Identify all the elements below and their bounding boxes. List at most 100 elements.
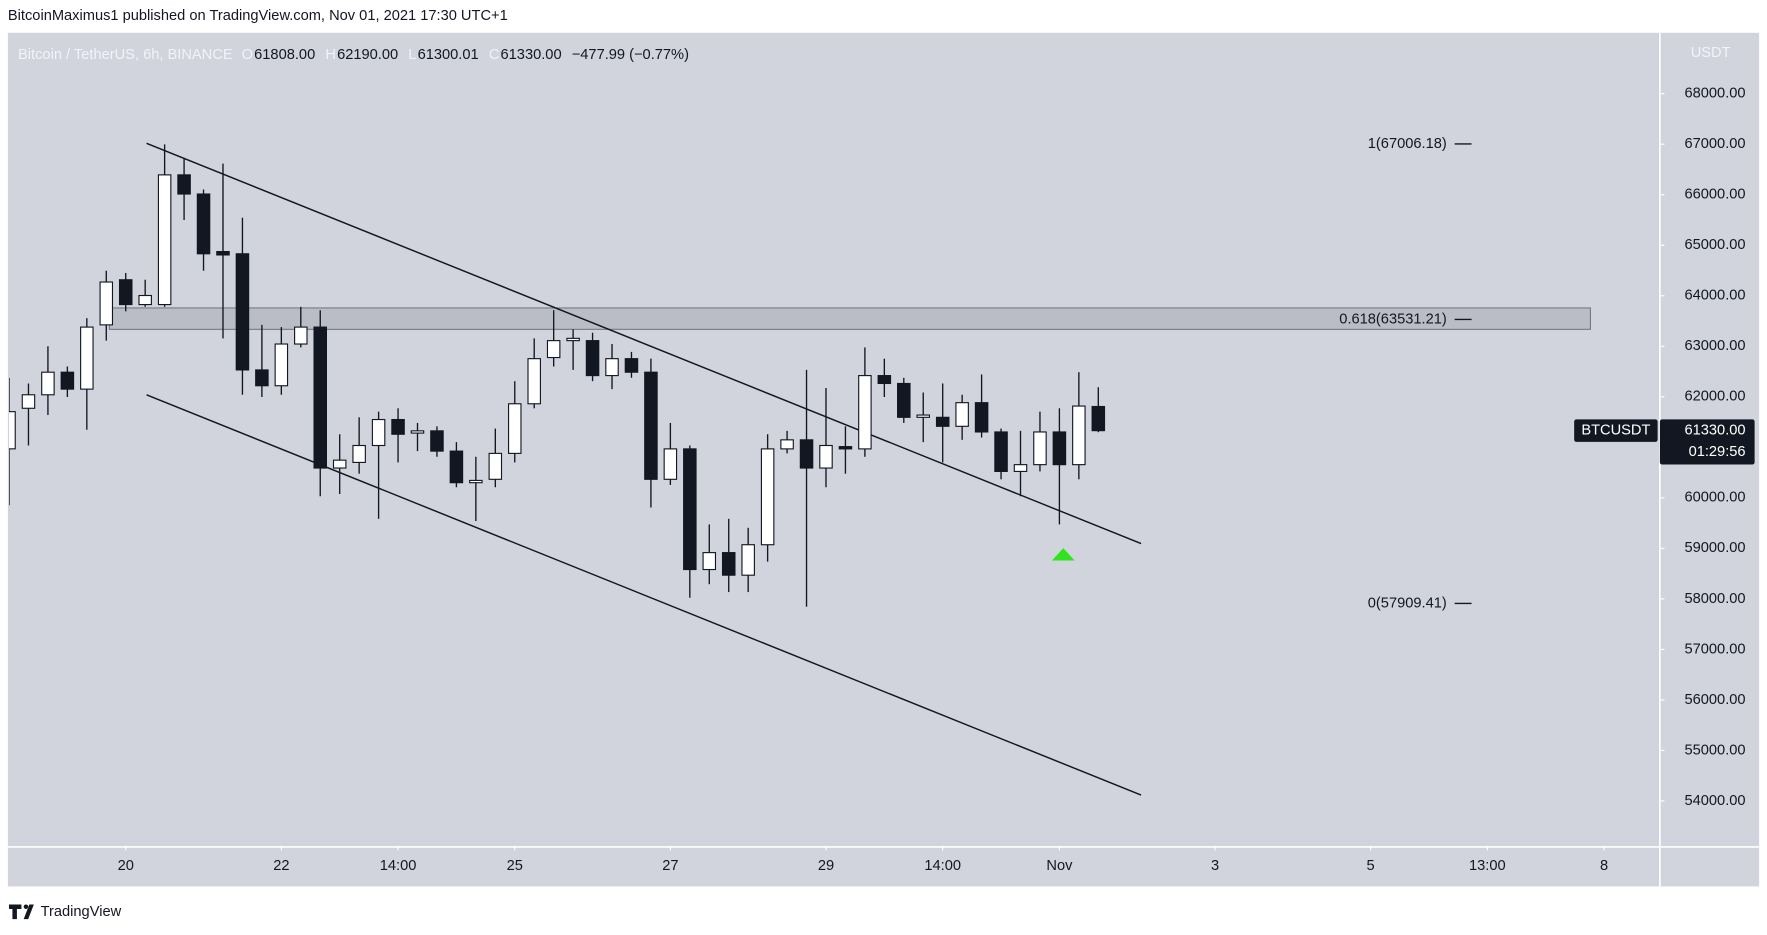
candle-body [1052,431,1067,466]
legend-value: 61330.00 [501,47,562,63]
candle-body [9,411,16,450]
signal-marker [1052,548,1075,561]
symbol-label: BTCUSDT [1581,423,1650,439]
x-tick-label: 22 [273,858,289,874]
candle-body [332,459,347,469]
x-tick-label: 13:00 [1469,858,1506,874]
legend-value: 61300.01 [418,47,479,63]
candle-body [799,439,814,469]
x-tick-label: 20 [118,858,134,874]
candle-body [294,326,308,345]
x-tick-label: 14:00 [380,858,417,874]
candle-body [138,294,152,306]
candle-body [916,414,931,418]
candle-body [371,418,386,447]
candle-body [274,343,289,387]
candle-body [216,250,230,256]
y-tick-label: 62000.00 [1684,389,1745,405]
candle-body [624,358,639,373]
legend-change: −477.99 (−0.77%) [572,47,689,63]
candle-body [780,439,794,450]
candle-body [1013,464,1028,472]
candle-body [21,394,36,409]
candle-body [118,279,133,306]
candle-body [80,326,94,390]
candle-body [721,552,736,576]
candle-body [897,382,911,418]
candle-body [99,281,114,326]
fib-label: 1(67006.18) [1368,136,1447,152]
candle-body [566,337,580,342]
candle-body [469,479,483,484]
candle-body [41,371,55,396]
chart-bg [7,32,1760,887]
y-tick-label: 68000.00 [1684,86,1745,102]
y-tick-label: 64000.00 [1684,288,1745,304]
y-tick-label: 60000.00 [1684,490,1745,506]
logo-dot [23,904,29,909]
y-tick-label: 57000.00 [1684,641,1745,657]
candle-body [935,416,950,427]
legend-value: 61808.00 [254,47,315,63]
legend-key: L [408,47,416,63]
plot-area [9,142,1591,796]
candle-body [994,431,1008,472]
candle-body [955,402,969,427]
countdown-label: 01:29:56 [1689,444,1746,460]
candle-body [838,446,853,450]
y-tick-label: 66000.00 [1684,187,1745,203]
candle-body [527,358,541,405]
candle-body [585,340,600,377]
candle-body [430,430,444,452]
y-tick-label: 56000.00 [1684,692,1745,708]
y-tick-label: 59000.00 [1684,540,1745,556]
candle-body [449,450,464,484]
candle-body [488,452,503,480]
candle-body [1072,405,1086,466]
candle-body [391,418,405,435]
candle-body [196,193,211,255]
y-tick-label: 63000.00 [1684,338,1745,354]
candle-body [255,369,269,387]
candle-body [663,448,678,480]
candle-body [683,448,697,571]
price-box [1659,419,1755,465]
price-label: 61330.00 [1684,423,1745,439]
symbol-box [1574,419,1658,442]
legend-value: 62190.00 [337,47,398,63]
legend-key: O [242,47,253,63]
x-tick-label: 29 [818,858,834,874]
brand: TradingView [41,904,122,920]
y-tick-label: 58000.00 [1684,591,1745,607]
candle-body [702,552,717,571]
candle-body [177,174,191,195]
candle-body [235,253,250,371]
candle-body [1033,431,1047,466]
candle-body [819,444,833,469]
x-tick-label: 25 [507,858,523,874]
candle-body [877,375,892,385]
y-tick-label: 65000.00 [1684,237,1745,253]
candle-body [60,371,75,390]
x-tick-label: 27 [662,858,678,874]
logo-icon [9,904,34,920]
channel-line [146,394,1142,796]
y-tick-label: 55000.00 [1684,742,1745,758]
x-tick-label: 8 [1600,858,1608,874]
legend-key: H [325,47,336,63]
candle-body [507,403,522,454]
candle-body [546,340,561,359]
y-tick-label: 54000.00 [1684,793,1745,809]
candle-body [1091,405,1106,432]
candle-body [741,544,755,576]
legend-key: C [489,47,500,63]
legend-title: Bitcoin / TetherUS, 6h, BINANCE [18,47,233,63]
fib-label: 0.618(63531.21) [1339,311,1446,327]
candle-body [313,326,328,469]
x-tick-label: 3 [1211,858,1219,874]
candle-body [605,358,619,377]
channel-line [146,142,1142,545]
candle-body [644,371,658,480]
x-tick-label: Nov [1046,858,1073,874]
